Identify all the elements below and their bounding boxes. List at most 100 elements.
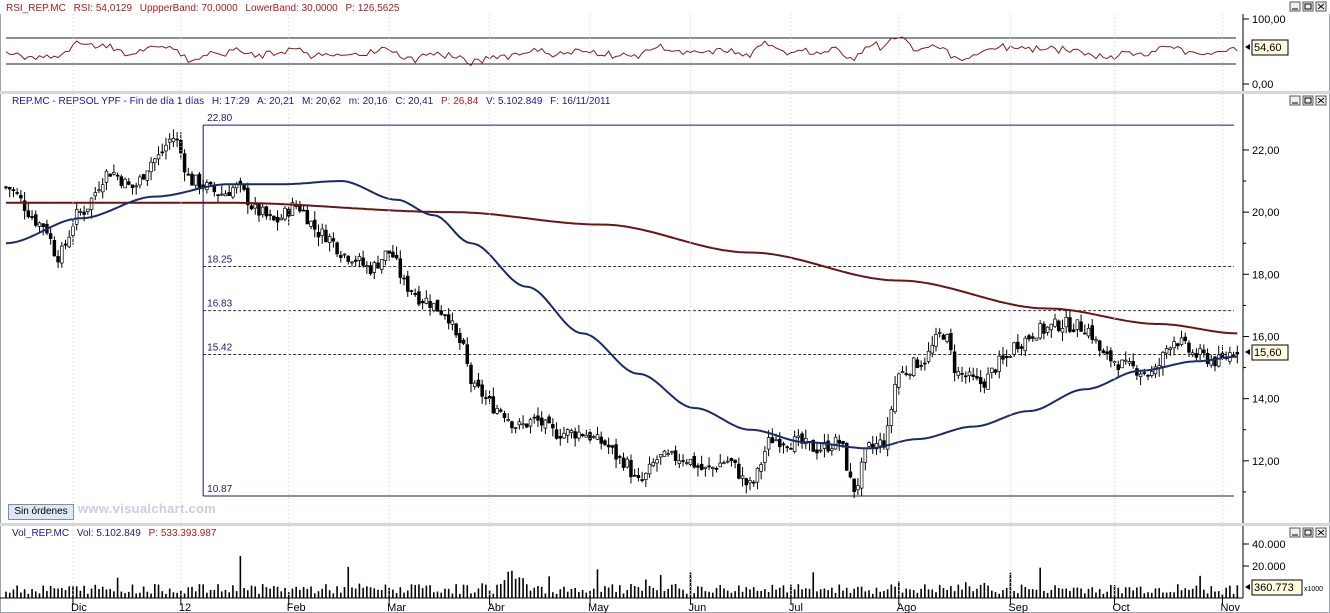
candle-body: [461, 339, 466, 344]
candle-body: [1105, 351, 1109, 354]
volume-bar: [775, 589, 777, 598]
price-value-box: [1251, 344, 1289, 361]
candle-body: [766, 437, 771, 450]
candle-body: [1205, 352, 1210, 364]
volume-bar: [585, 592, 588, 598]
volume-bar: [570, 588, 573, 598]
volume-axis-label-20000: 20.000: [1252, 561, 1286, 573]
price-h: H: 17:29: [212, 96, 250, 107]
candle-body: [472, 382, 477, 388]
candle-body: [871, 443, 875, 448]
candle-body: [733, 459, 737, 463]
volume-bar: [756, 590, 759, 598]
minimize-icon[interactable]: [1289, 95, 1301, 106]
candle-body: [859, 461, 864, 489]
candle-body: [1131, 361, 1135, 367]
candle-body: [1023, 337, 1028, 352]
volume-bar: [287, 592, 290, 598]
volume-axis-label-40000: 40.000: [1252, 539, 1286, 551]
candle-body: [342, 253, 347, 256]
volume-bar: [723, 588, 725, 598]
candle-body: [592, 436, 596, 439]
volume-bar: [526, 584, 528, 598]
volume-bar: [630, 584, 632, 598]
volume-bar: [812, 572, 815, 598]
candle-body: [997, 355, 1001, 372]
volume-bar: [868, 590, 870, 598]
volume-bar: [1128, 587, 1131, 598]
candle-body: [1001, 355, 1005, 360]
candle-body: [74, 209, 79, 225]
candle-body: [1198, 348, 1202, 355]
panel-separator-1[interactable]: [0, 91, 1330, 94]
volume-bar: [503, 580, 506, 598]
candle-body: [930, 344, 935, 354]
close-glyph: [1317, 3, 1325, 10]
volume-bar: [1035, 589, 1038, 598]
volume-bar: [734, 591, 736, 598]
candle-body: [272, 215, 276, 221]
candle-body: [562, 432, 566, 439]
volume-bar: [83, 585, 85, 598]
volume-bar: [719, 584, 722, 598]
volume-bar: [879, 591, 881, 598]
candle-body: [279, 217, 284, 221]
candle-body: [748, 480, 752, 484]
volume-bar: [1054, 585, 1056, 598]
volume-bar: [816, 591, 818, 598]
volume-bar: [53, 588, 56, 598]
candle-body: [915, 359, 920, 368]
volume-bar: [187, 587, 190, 598]
candle-body: [647, 463, 652, 475]
minimize-icon[interactable]: [1289, 1, 1301, 12]
price-symbol: REP.MC - REPSOL YPF - Fin de día 1 días: [12, 96, 204, 107]
volume-bar: [161, 591, 164, 598]
volume-bar: [8, 592, 11, 598]
candle-body: [945, 334, 949, 342]
rsi-header: RSI_REP.MC RSI: 54,0129 UppperBand: 70,0…: [6, 3, 400, 14]
candle-body: [305, 209, 310, 225]
panel-separator-2[interactable]: [0, 523, 1330, 526]
candle-body: [253, 204, 257, 209]
volume-bar: [912, 590, 915, 598]
maximize-glyph: [1304, 529, 1312, 536]
volume-bar: [611, 584, 614, 598]
volume-bar: [139, 592, 141, 598]
candle-body: [376, 262, 380, 269]
candle-body: [443, 314, 447, 317]
candle-body: [275, 216, 280, 223]
volume-bar: [991, 590, 993, 598]
volume-bar: [373, 588, 376, 598]
candle-body: [331, 238, 336, 242]
volume-bar: [507, 571, 509, 598]
volume-bar: [399, 587, 402, 598]
candle-body: [227, 192, 231, 196]
maximize-icon[interactable]: [1302, 95, 1314, 106]
maximize-icon[interactable]: [1302, 527, 1314, 538]
volume-bar: [938, 584, 941, 598]
candle-body: [718, 462, 722, 468]
volume-bar: [976, 588, 978, 598]
candle-body: [458, 333, 462, 343]
volume-bar: [1225, 587, 1227, 598]
volume-bar: [265, 587, 268, 598]
minimize-icon[interactable]: [1289, 527, 1301, 538]
candle-body: [365, 265, 369, 267]
candle-body: [290, 202, 295, 216]
maximize-icon[interactable]: [1302, 1, 1314, 12]
volume-bar: [700, 586, 703, 598]
candle-body: [454, 323, 458, 336]
candle-body: [387, 250, 391, 254]
sin-ordenes-button[interactable]: Sin órdenes: [8, 504, 74, 520]
volume-bar: [280, 591, 283, 598]
volume-bar: [1195, 585, 1198, 598]
candle-body: [320, 228, 324, 236]
volume-bar: [388, 587, 390, 598]
candle-body: [286, 208, 291, 217]
volume-name: Vol_REP.MC: [12, 528, 69, 539]
volume-bar: [1132, 590, 1134, 598]
candle-body: [413, 293, 417, 295]
candle-body: [904, 373, 908, 375]
volume-bar: [682, 589, 684, 598]
volume-bar: [964, 582, 967, 598]
